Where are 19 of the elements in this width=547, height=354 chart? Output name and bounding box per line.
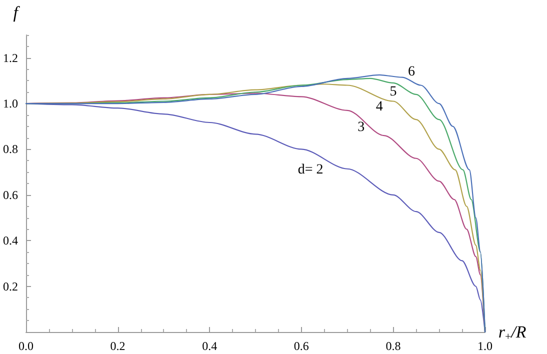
y-tick-label: 0.2 [3,279,18,294]
series-label: 6 [408,64,416,80]
y-tick-label: 0.8 [3,142,18,156]
x-tick-label: 0.2 [110,339,126,353]
series-label: d= 2 [298,162,324,178]
x-tick-label: 0.8 [386,339,401,353]
x-axis-title: r+/R [498,322,527,343]
x-tick-label: 0.0 [18,339,34,353]
y-tick-label: 1.0 [3,96,18,111]
series-label: 5 [390,84,397,100]
y-tick-label: 1.2 [3,50,18,65]
x-tick-label: 0.4 [202,339,218,353]
series-label: 4 [376,99,383,114]
y-tick-label: 0.6 [3,188,18,202]
y-axis-title: f [13,3,20,22]
x-tick-label: 0.6 [294,339,309,353]
y-tick-label: 0.4 [3,234,18,248]
x-tick-label: 1.0 [478,339,492,353]
series-label: 3 [358,120,365,136]
